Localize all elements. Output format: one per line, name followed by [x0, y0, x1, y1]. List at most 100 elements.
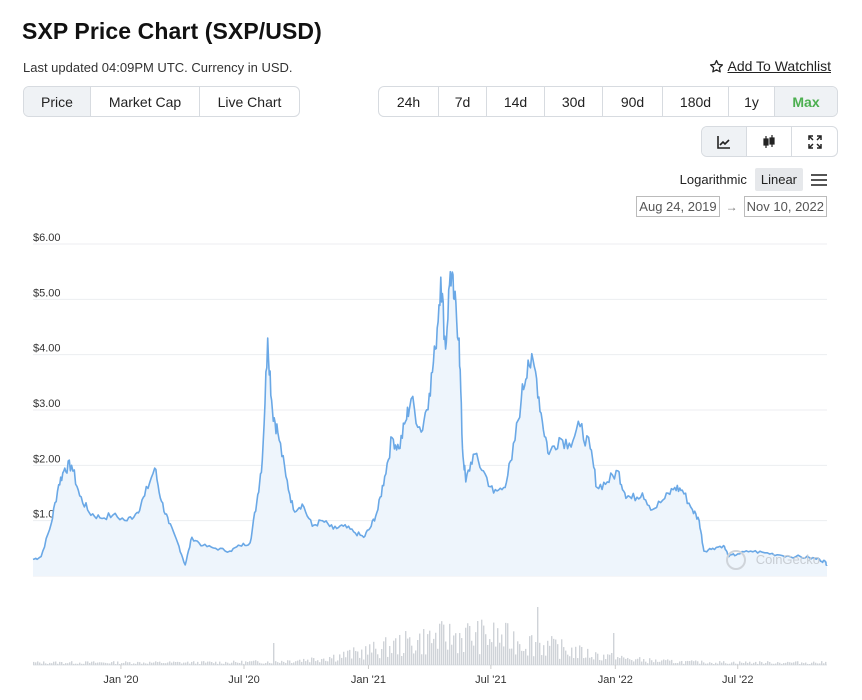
volume-bar	[821, 661, 823, 665]
volume-bar	[665, 660, 667, 665]
range-max[interactable]: Max	[775, 87, 837, 116]
volume-bar	[529, 636, 531, 665]
volume-bar	[211, 662, 213, 665]
volume-bar	[589, 657, 591, 665]
volume-bar	[51, 663, 53, 665]
volume-bar	[217, 663, 219, 665]
volume-bar	[509, 648, 511, 665]
coingecko-watermark: CoinGecko	[756, 552, 820, 567]
range-90d[interactable]: 90d	[603, 87, 663, 116]
volume-bar	[179, 662, 181, 665]
volume-bar	[669, 660, 671, 665]
volume-bar	[615, 659, 617, 665]
volume-bar	[419, 633, 421, 665]
volume-bar	[577, 658, 579, 665]
volume-bar	[459, 633, 461, 665]
scale-logarithmic[interactable]: Logarithmic	[679, 172, 747, 187]
range-24h[interactable]: 24h	[379, 87, 439, 116]
range-30d[interactable]: 30d	[545, 87, 603, 116]
volume-bar	[291, 662, 293, 665]
volume-bar	[579, 645, 581, 665]
volume-bar	[259, 662, 261, 665]
volume-bar	[77, 663, 79, 665]
volume-bar	[141, 663, 143, 665]
volume-bar	[667, 659, 669, 665]
volume-bar	[635, 659, 637, 665]
volume-bar	[191, 661, 193, 665]
volume-bar	[243, 663, 245, 665]
volume-bar	[145, 663, 147, 665]
volume-bar	[779, 662, 781, 665]
x-tick-label: Jul '20	[228, 674, 259, 686]
date-to-input[interactable]: Nov 10, 2022	[743, 196, 827, 217]
volume-bar	[161, 663, 163, 665]
volume-bar	[319, 662, 321, 665]
volume-bar	[121, 663, 123, 665]
volume-bar	[35, 662, 37, 665]
volume-bar	[123, 662, 125, 665]
volume-bar	[201, 661, 203, 665]
line-chart-button[interactable]	[702, 127, 747, 156]
volume-bar	[477, 621, 479, 665]
volume-bar	[515, 654, 517, 665]
volume-bar	[755, 661, 757, 665]
volume-bar	[181, 663, 183, 665]
date-from-input[interactable]: Aug 24, 2019	[636, 196, 720, 217]
volume-bar	[329, 656, 331, 665]
tab-market-cap[interactable]: Market Cap	[91, 87, 200, 116]
volume-bar	[407, 638, 409, 665]
volume-bar	[637, 658, 639, 665]
price-chart[interactable]: $0.00$1.00$2.00$3.00$4.00$5.00$6.00CoinG…	[0, 230, 862, 700]
scale-linear[interactable]: Linear	[754, 168, 803, 191]
volume-bar	[543, 645, 545, 665]
volume-bar	[203, 661, 205, 665]
range-14d[interactable]: 14d	[487, 87, 545, 116]
tab-price[interactable]: Price	[24, 87, 91, 116]
fullscreen-button[interactable]	[792, 127, 837, 156]
volume-bar	[249, 661, 251, 665]
volume-bar	[801, 662, 803, 665]
volume-bar	[673, 663, 675, 665]
candlestick-button[interactable]	[747, 127, 792, 156]
volume-bar	[793, 662, 795, 665]
volume-bar	[503, 646, 505, 665]
volume-bar	[601, 660, 603, 665]
volume-bar	[729, 663, 731, 665]
range-7d[interactable]: 7d	[439, 87, 487, 116]
volume-bar	[595, 652, 597, 665]
volume-bar	[473, 645, 475, 665]
volume-bar	[439, 623, 441, 665]
volume-bar	[539, 642, 541, 665]
volume-bar	[519, 644, 521, 665]
volume-bar	[157, 662, 159, 665]
volume-bar	[39, 662, 41, 665]
range-1y[interactable]: 1y	[729, 87, 775, 116]
volume-bar	[479, 654, 481, 665]
volume-bar	[189, 663, 191, 665]
volume-bar	[707, 663, 709, 665]
volume-bar	[593, 659, 595, 665]
volume-bar	[695, 660, 697, 665]
volume-bar	[101, 662, 103, 665]
volume-bar	[547, 640, 549, 665]
tab-live-chart[interactable]: Live Chart	[217, 93, 282, 110]
volume-bar	[315, 661, 317, 665]
volume-bar	[421, 654, 423, 665]
add-to-watchlist-link[interactable]: Add To Watchlist	[709, 58, 831, 74]
volume-bar	[657, 661, 659, 665]
volume-bar	[797, 661, 799, 665]
volume-bar	[451, 644, 453, 665]
volume-bar	[671, 659, 673, 665]
volume-bar	[45, 663, 47, 665]
volume-bar	[235, 662, 237, 665]
volume-bar	[301, 661, 303, 665]
menu-icon[interactable]	[805, 173, 827, 186]
volume-bar	[321, 659, 323, 665]
volume-bar	[47, 663, 49, 665]
volume-bar	[679, 661, 681, 665]
volume-bar	[599, 659, 601, 665]
volume-bar	[67, 663, 69, 665]
range-180d[interactable]: 180d	[663, 87, 729, 116]
volume-bar	[389, 646, 391, 665]
volume-bar	[683, 663, 685, 665]
